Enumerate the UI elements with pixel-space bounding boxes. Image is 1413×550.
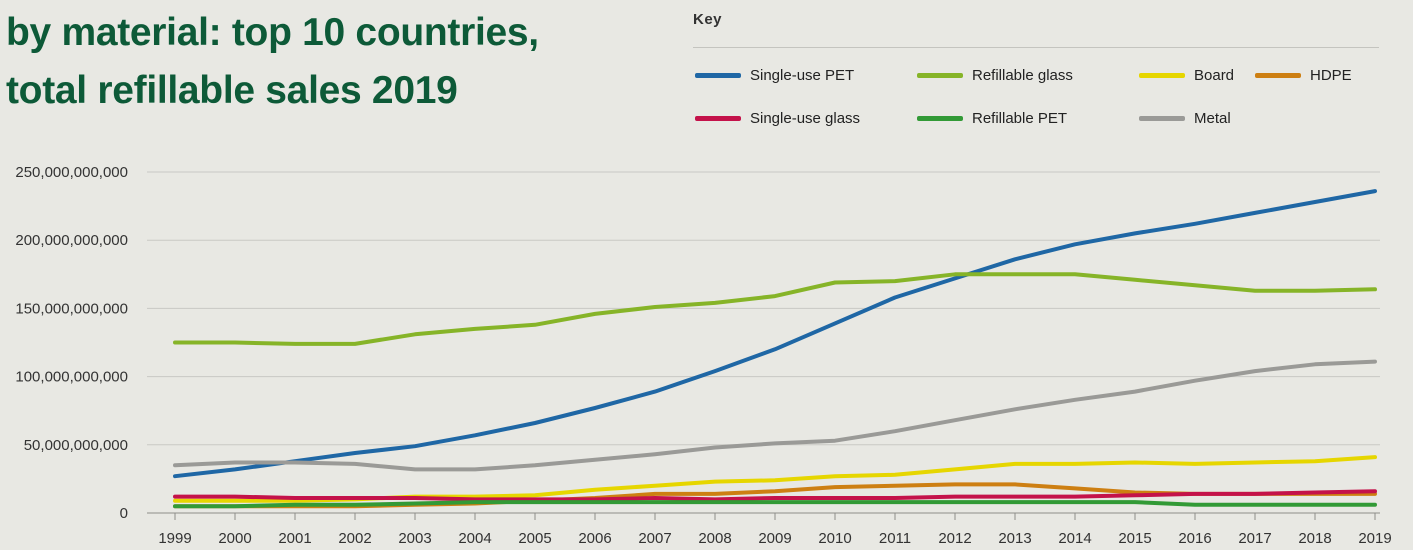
x-tick-label: 2004 (458, 530, 491, 547)
chart-title-line-2: total refillable sales 2019 (6, 69, 458, 112)
legend-label: Metal (1194, 110, 1231, 127)
legend-item-hdpe: HDPE (1255, 67, 1352, 84)
legend-label: Single-use glass (750, 110, 861, 127)
legend-heading: Key (693, 11, 723, 28)
legend-label: Single-use PET (750, 67, 855, 84)
legend-item-single-use-pet: Single-use PET (695, 67, 854, 84)
series-line-refillable-glass (173, 272, 1377, 346)
x-tick-label: 2007 (638, 530, 671, 547)
x-tick-label: 2016 (1178, 530, 1211, 547)
x-tick-label: 2000 (218, 530, 251, 547)
x-tick-label: 2015 (1118, 530, 1151, 547)
y-tick-label: 50,000,000,000 (24, 437, 128, 454)
x-tick-label: 2002 (338, 530, 371, 547)
legend-swatch (1139, 73, 1185, 78)
legend-item-single-use-glass: Single-use glass (695, 110, 860, 127)
x-tick-label: 2013 (998, 530, 1031, 547)
x-tick-label: 2005 (518, 530, 551, 547)
chart-title: by material: top 10 countries, total ref… (6, 4, 539, 120)
legend-item-metal: Metal (1139, 110, 1231, 127)
legend-swatch (1255, 73, 1301, 78)
x-tick-label: 2001 (278, 530, 311, 547)
legend-item-refillable-pet: Refillable PET (917, 110, 1067, 127)
y-tick-label: 100,000,000,000 (15, 369, 128, 386)
legend-label: HDPE (1310, 67, 1352, 84)
legend-swatch (695, 73, 741, 78)
x-tick-label: 2014 (1058, 530, 1091, 547)
legend-label: Refillable glass (972, 67, 1073, 84)
x-tick-label: 2008 (698, 530, 731, 547)
series-line-single-use-pet (173, 189, 1377, 479)
legend-swatch (1139, 116, 1185, 121)
x-tick-label: 2018 (1298, 530, 1331, 547)
series-line-refillable-pet (173, 500, 1377, 509)
legend-item-board: Board (1139, 67, 1234, 84)
x-tick-label: 2017 (1238, 530, 1271, 547)
x-tick-label: 1999 (158, 530, 191, 547)
y-tick-label: 250,000,000,000 (15, 164, 128, 181)
x-tick-label: 2003 (398, 530, 431, 547)
chart-title-line-1: by material: top 10 countries, (6, 11, 539, 54)
legend-divider (693, 47, 1379, 48)
x-tick-label: 2012 (938, 530, 971, 547)
x-tick-label: 2006 (578, 530, 611, 547)
x-tick-label: 2010 (818, 530, 851, 547)
legend-label: Refillable PET (972, 110, 1068, 127)
legend-swatch (917, 73, 963, 78)
x-tick-label: 2011 (879, 530, 911, 547)
y-tick-label: 0 (120, 505, 128, 522)
y-tick-label: 150,000,000,000 (15, 300, 128, 317)
series-line-single-use-glass (173, 489, 1377, 502)
legend-item-refillable-glass: Refillable glass (917, 67, 1073, 84)
x-tick-label: 2019 (1358, 530, 1391, 547)
legend-swatch (917, 116, 963, 121)
legend-swatch (695, 116, 741, 121)
series-line-metal (173, 359, 1377, 472)
legend-label: Board (1194, 67, 1235, 84)
x-tick-label: 2009 (758, 530, 791, 547)
y-tick-label: 200,000,000,000 (15, 232, 128, 249)
